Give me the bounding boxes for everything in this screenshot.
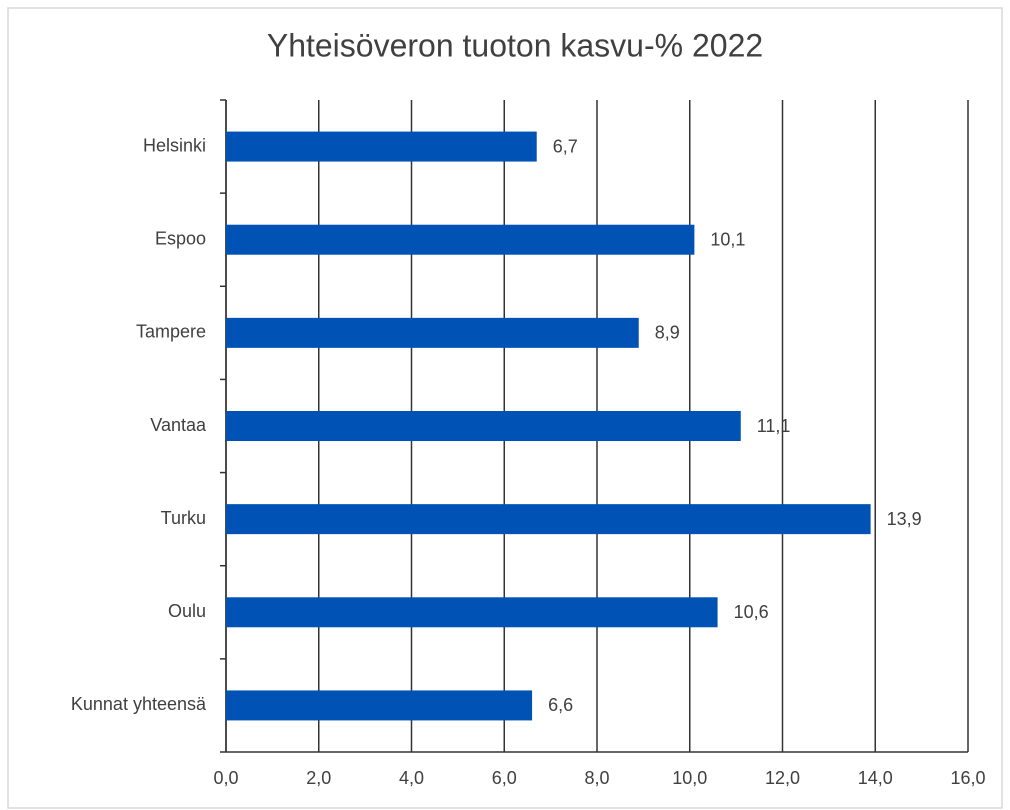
bar	[226, 224, 695, 255]
x-tick-label: 12,0	[765, 768, 800, 788]
value-label: 8,9	[655, 323, 680, 343]
y-tick-label: Turku	[161, 508, 206, 528]
x-tick-label: 6,0	[492, 768, 517, 788]
y-tick-label: Helsinki	[143, 135, 206, 155]
value-label: 6,7	[553, 136, 578, 156]
x-tick-label: 10,0	[672, 768, 707, 788]
value-label: 13,9	[887, 509, 922, 529]
value-label: 10,6	[734, 602, 769, 622]
bar	[226, 411, 741, 441]
y-tick-label: Espoo	[155, 228, 206, 248]
bar	[226, 131, 537, 162]
y-tick-label: Oulu	[168, 601, 206, 621]
y-tick-label: Vantaa	[150, 415, 207, 435]
x-tick-label: 16,0	[950, 768, 985, 788]
value-label: 6,6	[548, 695, 573, 715]
y-tick-label: Kunnat yhteensä	[71, 694, 207, 714]
x-tick-label: 2,0	[306, 768, 331, 788]
y-tick-label: Tampere	[136, 322, 206, 342]
x-tick-label: 4,0	[399, 768, 424, 788]
chart-title: Yhteisöveron tuoton kasvu-% 2022	[267, 27, 763, 63]
value-label: 11,1	[757, 416, 791, 436]
bar	[226, 317, 639, 348]
x-tick-label: 8,0	[584, 768, 609, 788]
bar	[226, 597, 718, 628]
bar	[226, 504, 871, 535]
bar	[226, 690, 533, 721]
value-label: 10,1	[710, 229, 745, 249]
x-tick-label: 0,0	[213, 768, 238, 788]
x-tick-label: 14,0	[858, 768, 893, 788]
